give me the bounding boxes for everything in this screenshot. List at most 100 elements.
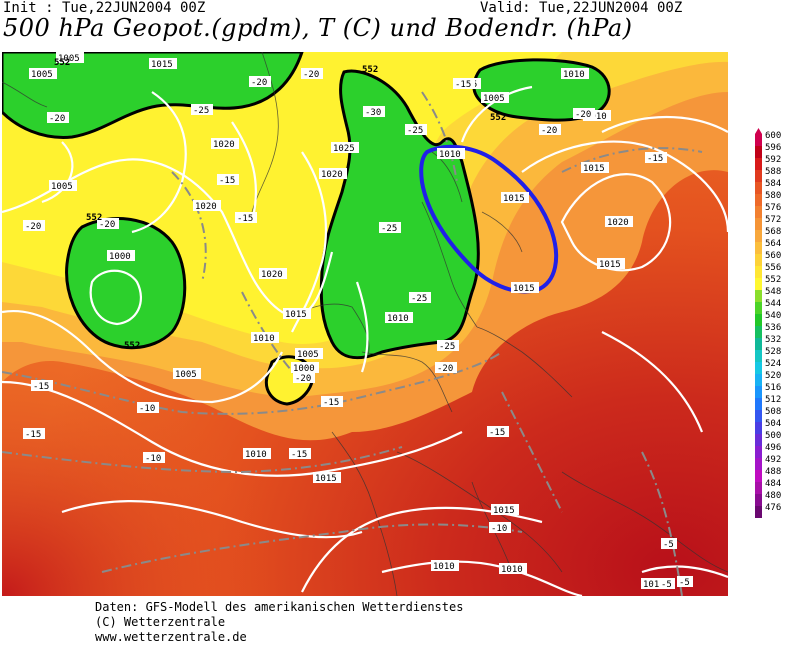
isotherm-label: -15 — [323, 398, 339, 408]
isobar-label: 1015 — [285, 310, 307, 320]
footer-copyright-line: (C) Wetterzentrale — [95, 615, 226, 629]
isotherm-label-bg — [143, 452, 165, 463]
isotherm-label: -25 — [439, 342, 455, 352]
map-title: 500 hPa Geopot.(gpdm), T (C) und Bodendr… — [3, 14, 633, 42]
isotherm-label-bg — [191, 104, 213, 115]
footer-url-line: www.wetterzentrale.de — [95, 630, 247, 644]
legend-swatch — [755, 458, 762, 470]
isobar-label: 1005 — [51, 182, 73, 192]
isotherm-label-bg — [23, 220, 45, 231]
legend-swatch — [755, 278, 762, 290]
isotherm-label-bg — [301, 68, 323, 79]
isobar-label-bg — [491, 504, 519, 515]
legend-swatch — [755, 482, 762, 494]
legend-tick-label: 572 — [765, 215, 781, 225]
isotherm-label: -15 — [33, 382, 49, 392]
legend-tick-label: 544 — [765, 299, 781, 309]
isobar-label-bg — [29, 68, 57, 79]
legend-swatch — [755, 158, 762, 170]
isotherm-label: -15 — [25, 430, 41, 440]
isotherm-label-bg — [23, 428, 45, 439]
isotherm-label: -5 — [661, 580, 672, 590]
legend-tick-label: 492 — [765, 455, 781, 465]
legend-tick-label: 484 — [765, 479, 781, 489]
low-pressure-area-scandinavia — [319, 69, 480, 360]
isobar-label-bg — [499, 563, 527, 574]
isotherm-label-bg — [573, 108, 595, 119]
isobar-label: 1015 — [643, 580, 665, 590]
isotherm-label-bg — [405, 124, 427, 135]
legend-swatch — [755, 290, 762, 302]
isobar-label: 1010 — [433, 562, 455, 572]
isotherm-label: -5 — [679, 578, 690, 588]
isotherm-label: -15 — [219, 176, 235, 186]
isotherm-label-bg — [97, 218, 119, 229]
footer-source-line: Daten: GFS-Modell des amerikanischen Wet… — [95, 600, 464, 614]
isobar-label-bg — [431, 560, 459, 571]
contour-labels: 1005 1015 1005 1020 1025 1020 1005 1020 1000 1020… — [23, 52, 693, 590]
legend-swatch — [755, 398, 762, 410]
isobar-label-bg — [581, 162, 609, 173]
isotherm-label-bg — [217, 174, 239, 185]
valid-time-label: Valid: Tue,22JUN2004 00Z — [480, 0, 683, 16]
isobar-label: 1015 — [513, 284, 535, 294]
isotherm-label-bg — [661, 538, 677, 549]
isobar-label-bg — [561, 68, 589, 79]
isotherm-label: -20 — [99, 220, 115, 230]
isotherm-label-bg — [437, 340, 459, 351]
isotherm-label: -20 — [49, 114, 65, 124]
isobar-label: 1015 — [583, 164, 605, 174]
legend-swatch — [755, 134, 762, 146]
legend-tick-label: 500 — [765, 431, 781, 441]
isobar-label-bg — [331, 142, 359, 153]
legend-tick-label: 560 — [765, 251, 781, 261]
legend-tick-label: 532 — [765, 335, 781, 345]
isotherm-label: -15 — [291, 450, 307, 460]
isotherm-label-bg — [379, 222, 401, 233]
isobar-label-bg — [283, 308, 311, 319]
isobar-label: 1005 — [31, 70, 53, 80]
isotherm-label-bg — [645, 152, 667, 163]
isotherm-label: -5 — [663, 540, 674, 550]
color-scale-legend: 600 596 592 588 584 580 576 572 568 564 560 556 552 5… — [755, 128, 781, 518]
isobar-label-bg — [295, 348, 323, 359]
isotherm-label-bg — [435, 362, 457, 373]
isotherm-label-bg — [487, 426, 509, 437]
legend-tick-label: 600 — [765, 131, 781, 141]
legend-swatch — [755, 146, 762, 158]
legend-swatch — [755, 362, 762, 374]
isobar-label-bg — [641, 578, 669, 589]
isotherm-label-bg — [363, 106, 385, 117]
legend-swatch — [755, 446, 762, 458]
isobar-label-bg — [481, 92, 509, 103]
legend-tick-label: 540 — [765, 311, 781, 321]
init-time-label: Init : Tue,22JUN2004 00Z — [3, 0, 206, 16]
legend-swatch — [755, 434, 762, 446]
isobar-label-bg — [437, 148, 465, 159]
isobar-label-bg — [251, 332, 279, 343]
legend-tick-label: 580 — [765, 191, 781, 201]
isotherm-label: -20 — [575, 110, 591, 120]
isotherm-label: -20 — [303, 70, 319, 80]
isotherm-label-bg — [409, 292, 431, 303]
geopotential-label: 552 — [362, 65, 378, 75]
legend-swatch — [755, 470, 762, 482]
isotherm-label: -10 — [145, 454, 161, 464]
isotherm-label-bg — [249, 76, 271, 87]
isobar-label: 1010 — [253, 334, 275, 344]
isobar-label: 1020 — [321, 170, 343, 180]
isotherm-label-bg — [137, 402, 159, 413]
legend-tick-label: 480 — [765, 491, 781, 501]
legend-swatch — [755, 386, 762, 398]
legend-swatch — [755, 170, 762, 182]
isotherm-label: -30 — [365, 108, 381, 118]
isobar-label: 1010 — [439, 150, 461, 160]
isotherm-label-bg — [289, 448, 311, 459]
isotherm-label: -10 — [491, 524, 507, 534]
legend-tick-label: 596 — [765, 143, 781, 153]
isobar-label: 1005 — [58, 54, 80, 64]
isobar-label: 1015 — [315, 474, 337, 484]
isotherm-label-bg — [677, 576, 693, 587]
isotherm-label-bg — [321, 396, 343, 407]
legend-tick-label: 556 — [765, 263, 781, 273]
